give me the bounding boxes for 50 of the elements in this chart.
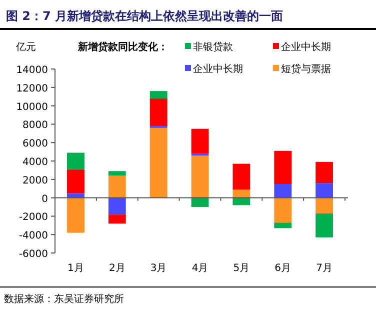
- legend-title: 新增贷款同比变化：: [77, 41, 168, 53]
- source-note: 数据来源：东吴证券研究所: [4, 293, 124, 305]
- bar: [232, 164, 250, 190]
- legend-label: 非银贷款: [193, 41, 233, 53]
- legend-label: 企业中长期: [281, 41, 331, 53]
- x-tick-label: 4月: [192, 263, 208, 274]
- bar: [108, 176, 126, 198]
- y-axis-title: 亿元: [15, 42, 36, 53]
- bar: [150, 128, 168, 198]
- bar: [274, 198, 292, 223]
- x-tick-label: 3月: [150, 263, 167, 274]
- bar: [316, 198, 333, 214]
- y-tick-label: 14000: [16, 65, 48, 76]
- y-tick-label: -2000: [18, 212, 48, 224]
- bar: [191, 155, 209, 198]
- bar: [67, 198, 84, 233]
- y-tick-label: 10000: [16, 102, 48, 113]
- bar: [316, 162, 333, 184]
- y-tick-label: 6000: [22, 138, 48, 150]
- x-tick-label: 2月: [108, 263, 126, 274]
- bar: [274, 222, 292, 228]
- y-tick-label: 2000: [22, 175, 48, 186]
- bar: [274, 150, 292, 184]
- x-tick-label: 5月: [233, 263, 250, 274]
- x-tick-label: 6月: [274, 263, 292, 274]
- bar: [108, 198, 126, 214]
- y-tick-label: 8000: [22, 120, 48, 132]
- bar: [108, 214, 126, 224]
- y-tick-label: 0: [42, 194, 48, 205]
- y-tick-label: 12000: [16, 83, 48, 94]
- legend-label: 短贷与票据: [281, 63, 331, 75]
- bar: [316, 213, 333, 238]
- y-tick-label: 4000: [22, 157, 48, 168]
- bar: [108, 171, 126, 176]
- bar: [316, 183, 333, 198]
- chart-title: 图 2：7 月新增贷款在结构上依然呈现出改善的一面: [6, 9, 284, 23]
- bar: [67, 193, 84, 198]
- legend-label: 企业中长期: [193, 63, 243, 75]
- bar: [232, 190, 250, 198]
- y-tick-label: -6000: [18, 249, 48, 260]
- y-tick-label: -4000: [18, 230, 48, 242]
- bar: [67, 152, 84, 170]
- bar: [274, 184, 292, 198]
- x-tick-label: 1月: [68, 263, 84, 274]
- bar: [150, 91, 168, 98]
- bar: [191, 128, 209, 154]
- bar: [67, 169, 84, 194]
- bar: [150, 98, 168, 126]
- x-tick-label: 7月: [316, 263, 332, 274]
- bar: [191, 198, 209, 207]
